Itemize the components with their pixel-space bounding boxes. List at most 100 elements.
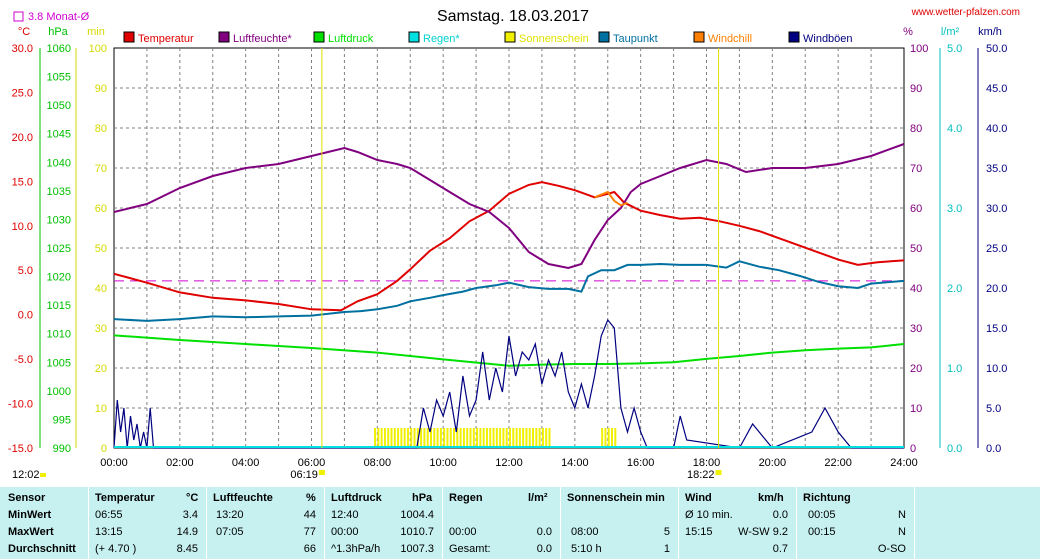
sunshine-bar	[403, 428, 406, 448]
hum-tick-label: 50	[910, 243, 922, 255]
hdr-press: Luftdruck	[331, 492, 382, 504]
press-tick-label: 1010	[47, 329, 71, 341]
sunshine-bar	[485, 428, 488, 448]
sunshine-bar	[400, 428, 403, 448]
x-tick-label: 04:00	[232, 457, 260, 469]
sunset-icon	[715, 470, 722, 475]
wind-tick-label: 0.0	[986, 443, 1001, 455]
col-dir	[796, 487, 915, 559]
windchill-line	[594, 190, 628, 207]
table-cell-dir-v: N	[898, 509, 906, 521]
press-tick-label: 1040	[47, 157, 71, 169]
table-cell-press-v: 1004.4	[400, 509, 434, 521]
wind-tick-label: 20.0	[986, 283, 1007, 295]
sunshine-bar	[406, 428, 409, 448]
sunshine-bar	[548, 428, 551, 448]
temp-tick-label: -15.0	[8, 443, 33, 455]
press-tick-label: 1005	[47, 357, 71, 369]
sun-tick-label: 0	[101, 443, 107, 455]
sunshine-bar	[393, 428, 396, 448]
hdr-wind: Wind	[685, 492, 712, 504]
table-cell-wind-v: W-SW 9.2	[738, 526, 788, 538]
hum-tick-label: 100	[910, 43, 928, 55]
sunshine-bar	[380, 428, 383, 448]
table-cell-dir-t: 00:15	[808, 526, 836, 538]
table-cell-rain-v: 0.0	[536, 526, 552, 538]
sunshine-bar	[505, 428, 508, 448]
table-cell-hum-t: 07:05	[216, 526, 244, 538]
hdr-sensor: Sensor	[8, 492, 46, 504]
sunshine-bar	[456, 428, 459, 448]
sunshine-bar	[482, 428, 485, 448]
sunshine-bar	[476, 428, 479, 448]
sunshine-bar	[528, 428, 531, 448]
sunshine-bar	[466, 428, 469, 448]
table-cell-hum-v: 44	[303, 509, 316, 521]
sunshine-bar	[377, 428, 380, 448]
col-press	[324, 487, 443, 559]
x-tick-label: 16:00	[627, 457, 655, 469]
sunshine-bar	[607, 428, 610, 448]
row-label: MinWert	[8, 509, 52, 521]
x-tick-label: 12:00	[495, 457, 523, 469]
legend-label: Luftdruck	[328, 33, 374, 45]
press-tick-label: 1020	[47, 272, 71, 284]
press-tick-label: 1035	[47, 186, 71, 198]
table-cell-press-t: ^1.3hPa/h	[331, 543, 381, 555]
col-hum	[206, 487, 325, 559]
legend-swatch	[504, 31, 516, 43]
wind-tick-label: 40.0	[986, 123, 1007, 135]
col-sun	[560, 487, 679, 559]
hdr-rain: Regen	[449, 492, 483, 504]
hdr-dir: Richtung	[803, 492, 851, 504]
table-cell-rain-t: 00:00	[449, 526, 477, 538]
hdr-hum-unit: %	[306, 492, 316, 504]
table-cell-dir-t: 00:05	[808, 509, 836, 521]
legend-swatch	[693, 31, 705, 43]
x-tick-label: 00:00	[100, 457, 128, 469]
hdr-sun: Sonnenschein min	[567, 492, 665, 504]
table-cell-wind-v: 0.7	[772, 543, 788, 555]
x-tick-label: 18:00	[693, 457, 721, 469]
sunshine-bar	[413, 428, 416, 448]
sun-tick-label: 20	[95, 363, 107, 375]
wind-unit-label: km/h	[978, 26, 1002, 38]
press-tick-label: 1045	[47, 129, 71, 141]
sun-tick-label: 80	[95, 123, 107, 135]
month-avg-icon	[13, 11, 24, 22]
sunshine-bar	[611, 428, 614, 448]
temp-tick-label: 30.0	[12, 43, 33, 55]
rain-tick-label: 5.0	[947, 43, 962, 55]
sunshine-bar	[515, 428, 518, 448]
website-label: www.wetter-pfalzen.com	[911, 7, 1020, 18]
legend-label: Luftfeuchte*	[233, 33, 292, 45]
sunshine-bar	[383, 428, 386, 448]
sunshine-bar	[436, 428, 439, 448]
sun-tick-label: 60	[95, 203, 107, 215]
humidity-line	[113, 143, 905, 270]
sunshine-bar	[430, 428, 432, 448]
sun-tick-label: 70	[95, 163, 107, 175]
table-cell-wind-v: 0.0	[772, 509, 788, 521]
table-cell-press-v: 1010.7	[400, 526, 434, 538]
table-cell-temp-t: 06:55	[95, 509, 123, 521]
press-tick-label: 1000	[47, 386, 71, 398]
hum-tick-label: 30	[910, 323, 922, 335]
row-label: Durchschnitt	[8, 543, 76, 555]
hum-unit-label: %	[903, 26, 913, 38]
rain-tick-label: 1.0	[947, 363, 962, 375]
table-cell-sun-t: 5:10 h	[571, 543, 602, 555]
x-tick-label: 24:00	[890, 457, 918, 469]
rain-tick-label: 3.0	[947, 203, 962, 215]
press-tick-label: 1015	[47, 300, 71, 312]
legend-label: Sonnenschein	[519, 33, 589, 45]
sunshine-bar	[522, 428, 525, 448]
sunshine-bar	[502, 428, 505, 448]
hdr-hum: Luftfeuchte	[213, 492, 273, 504]
sunshine-bar	[518, 428, 521, 448]
legend-label: Windchill	[708, 33, 752, 45]
press-tick-label: 1055	[47, 72, 71, 84]
table-row: Durchschnitt (+ 4.70 ) 8.45 66 ^1.3hPa/h 1007…	[0, 543, 1040, 559]
sunshine-bar	[604, 428, 607, 448]
sunshine-bar	[423, 428, 426, 448]
